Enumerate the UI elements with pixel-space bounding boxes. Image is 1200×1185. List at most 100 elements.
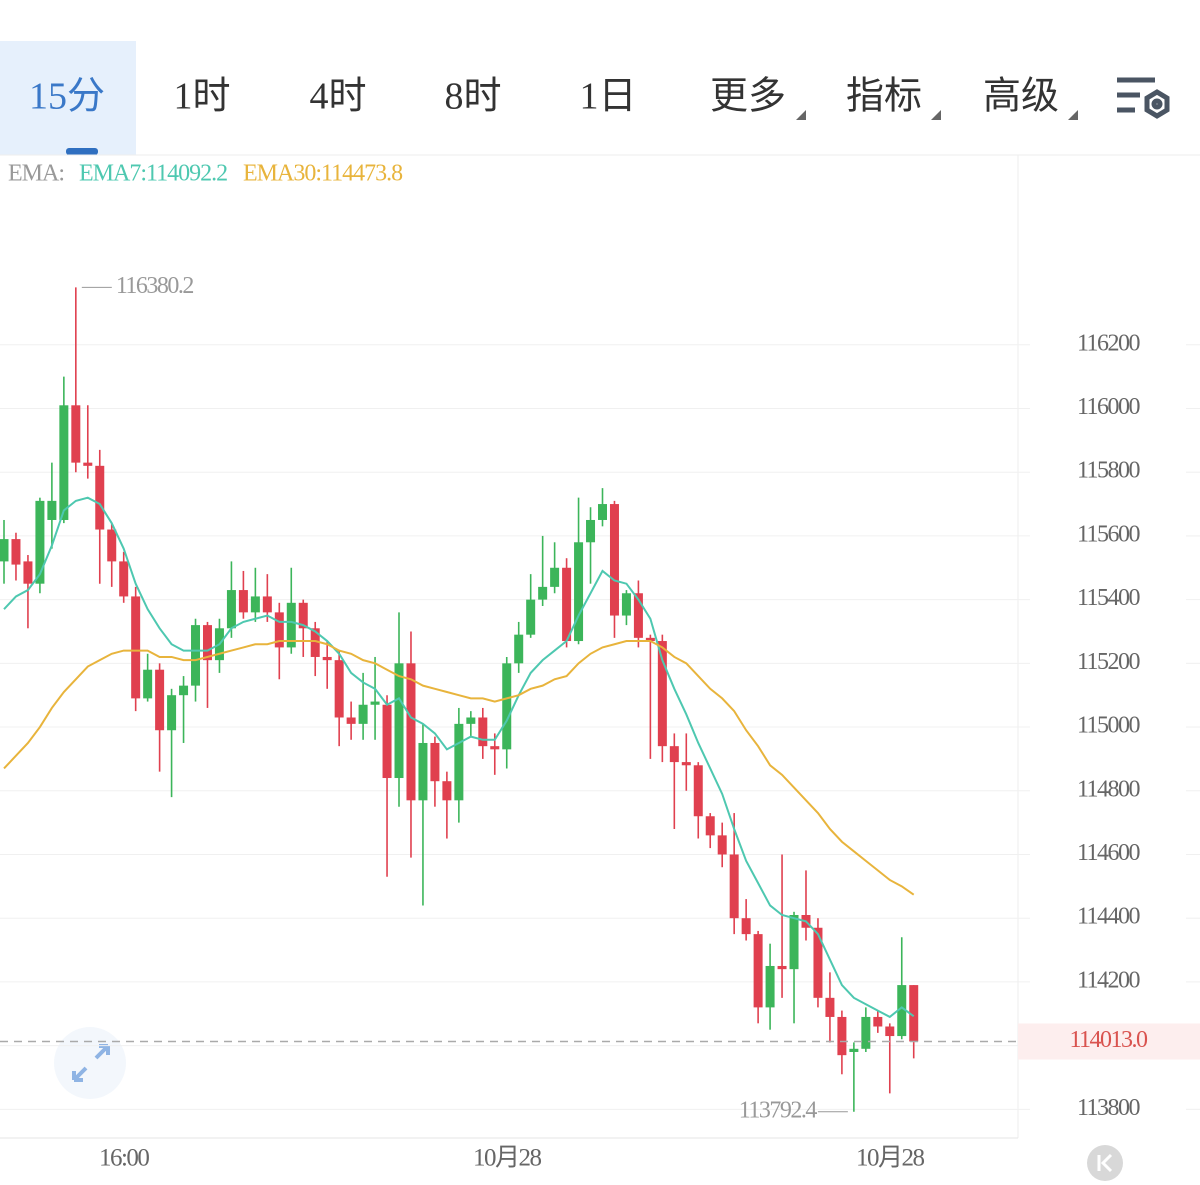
candle-body	[334, 660, 344, 718]
tab[interactable]: 高级	[983, 76, 1059, 118]
tab[interactable]: 15分	[29, 76, 105, 118]
candle-body	[861, 1016, 871, 1049]
candle-body	[119, 561, 129, 597]
candle-body	[741, 918, 751, 935]
candle-body	[35, 500, 45, 584]
candle-body	[466, 717, 476, 724]
candle-body	[0, 539, 9, 562]
candle-body	[406, 663, 416, 801]
candle-body	[550, 567, 560, 587]
candle-body	[717, 835, 727, 855]
selected-tab-bg	[0, 41, 136, 155]
legend-entry: EMA30:114473.8	[243, 161, 403, 187]
tab[interactable]: 8时	[444, 76, 501, 118]
tab[interactable]: 1时	[173, 76, 230, 118]
candle-body	[897, 985, 907, 1037]
y-tick-label: 114200	[1077, 967, 1141, 993]
candle-body	[454, 723, 464, 801]
candle-body	[382, 704, 392, 779]
candle-body	[825, 997, 835, 1017]
candle-body	[107, 529, 117, 562]
candle-body	[95, 465, 105, 530]
candle-body	[693, 765, 703, 817]
y-tick-label: 116000	[1077, 394, 1141, 420]
candle-body	[286, 602, 296, 648]
candle-body	[538, 586, 548, 600]
tab[interactable]: 指标	[846, 76, 922, 118]
legend-entry: EMA7:114092.2	[79, 161, 227, 187]
candle-body	[514, 634, 524, 664]
settings-icon[interactable]	[1117, 77, 1170, 119]
candle-body	[47, 500, 57, 520]
candle-body	[765, 965, 775, 1008]
candle-body	[179, 685, 189, 696]
ema-line	[3, 496, 915, 1019]
candle-body	[143, 669, 153, 699]
candle-body	[669, 746, 679, 763]
candle-body	[526, 599, 536, 635]
tab[interactable]: 4时	[309, 76, 366, 118]
candle-body	[837, 1016, 847, 1056]
low-label: 113792.4	[739, 1097, 818, 1123]
y-tick-label: 115000	[1077, 713, 1141, 739]
candle-body	[370, 701, 380, 705]
candle-body	[250, 596, 260, 613]
candle-body	[574, 542, 584, 642]
x-tick-label: 10月28	[856, 1145, 925, 1172]
ema-line	[3, 640, 915, 896]
y-tick-label: 115600	[1077, 521, 1141, 547]
candle-body	[71, 405, 81, 463]
high-label: 116380.2	[116, 273, 194, 299]
candle-body	[645, 637, 655, 642]
legend-prefix: EMA:	[8, 161, 64, 187]
candle-body	[490, 746, 500, 750]
candle-body	[586, 519, 596, 543]
candle-body	[358, 704, 368, 724]
y-tick-label: 116200	[1077, 330, 1141, 356]
candle-body	[238, 590, 248, 613]
candle-body	[621, 593, 631, 616]
y-tick-label: 115800	[1077, 458, 1141, 484]
candle-body	[191, 625, 201, 686]
candle-body	[262, 596, 272, 613]
tab-bar: 15分 1时 4时 8时 1日 更多 指标 高级	[29, 76, 1078, 120]
y-tick-label: 113800	[1077, 1095, 1141, 1121]
candle-body	[442, 781, 452, 801]
candle-body	[394, 663, 404, 779]
tab[interactable]: 更多	[710, 76, 786, 118]
candle-body	[909, 985, 919, 1042]
candle-body	[813, 927, 823, 998]
candle-body	[729, 854, 739, 919]
y-tick-label: 114800	[1077, 776, 1141, 802]
candle-body	[885, 1026, 895, 1037]
candle-body	[598, 504, 607, 520]
candle-body	[418, 742, 428, 801]
candle-body	[346, 717, 356, 724]
last-price-box	[1018, 1023, 1200, 1060]
candle-body	[226, 590, 236, 629]
expand-button[interactable]	[54, 1027, 126, 1099]
last-price-label: 114013.0	[1069, 1027, 1148, 1053]
candle-body	[23, 561, 33, 584]
candle-body	[705, 816, 715, 836]
candle-body	[83, 462, 93, 466]
x-tick-label: 16:00	[99, 1145, 149, 1172]
candle-body	[322, 656, 332, 661]
candle-body	[502, 663, 512, 750]
candle-body	[478, 717, 488, 747]
selected-tab-indicator	[66, 148, 98, 155]
candle-body	[11, 539, 21, 565]
candle-body	[430, 742, 440, 782]
candle-body	[609, 504, 619, 616]
tab[interactable]: 1日	[579, 76, 636, 118]
scroll-end-button[interactable]	[1087, 1145, 1123, 1181]
y-tick-label: 114400	[1077, 904, 1141, 930]
candle-body	[849, 1048, 859, 1052]
candle-body	[681, 762, 691, 766]
candle-body	[167, 695, 177, 731]
y-tick-label: 115200	[1077, 649, 1141, 675]
y-tick-label: 114600	[1077, 840, 1141, 866]
candle-body	[310, 628, 320, 657]
